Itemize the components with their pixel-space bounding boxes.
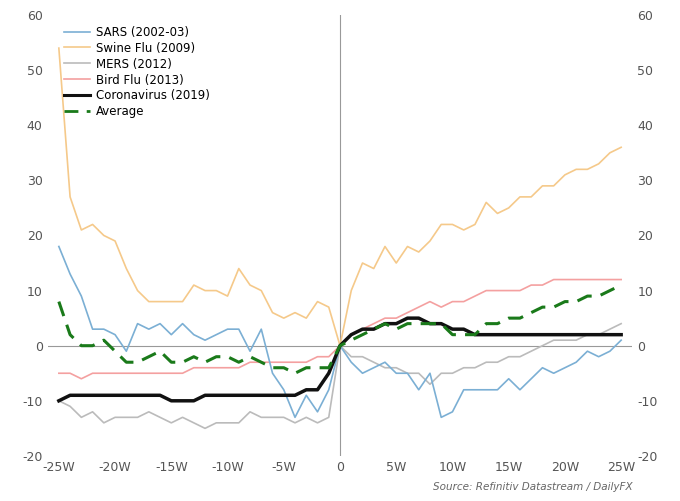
Legend: SARS (2002-03), Swine Flu (2009), MERS (2012), Bird Flu (2013), Coronavirus (201: SARS (2002-03), Swine Flu (2009), MERS (… — [59, 21, 215, 123]
Text: Source: Refinitiv Datastream / DailyFX: Source: Refinitiv Datastream / DailyFX — [432, 482, 632, 492]
